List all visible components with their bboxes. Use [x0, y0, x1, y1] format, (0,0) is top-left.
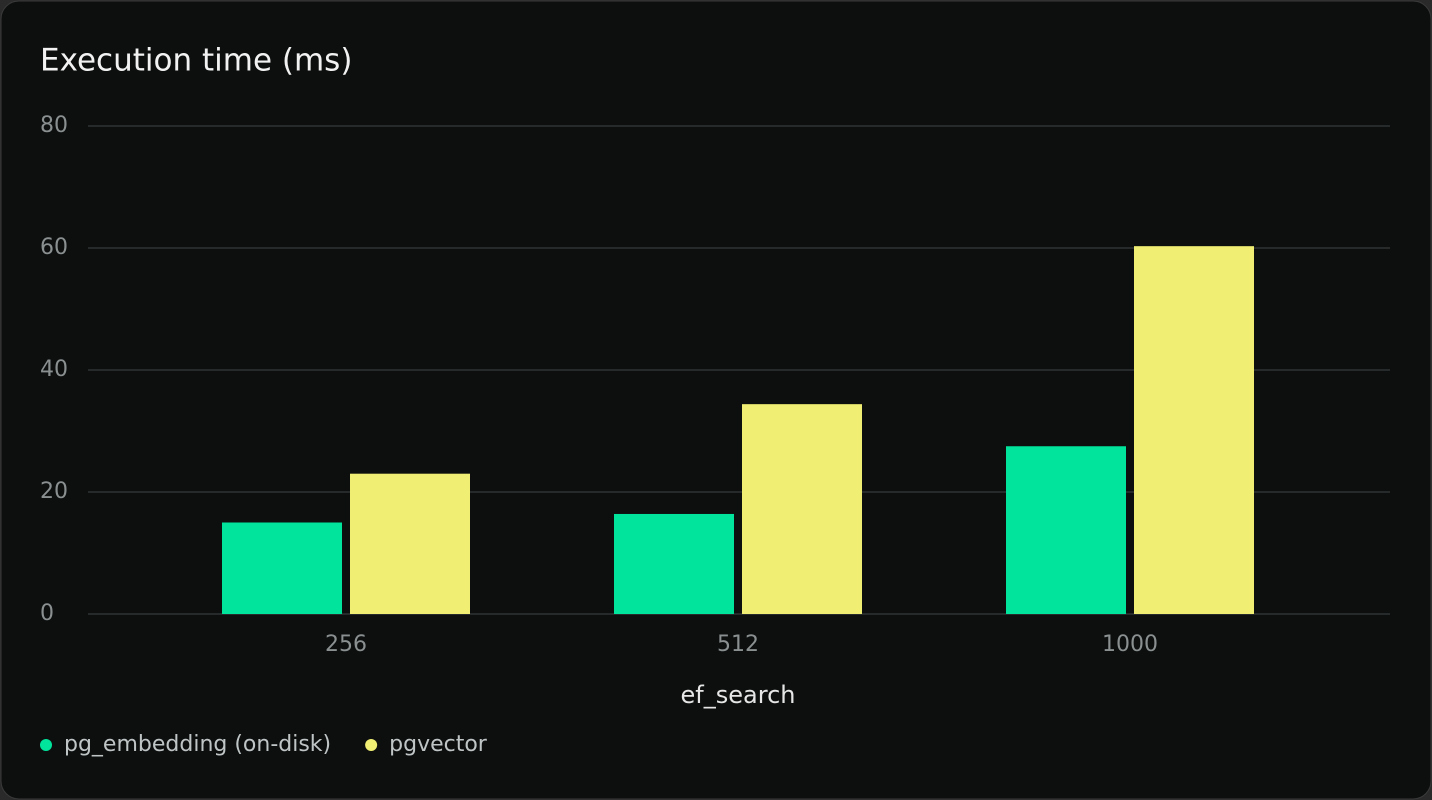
- legend-marker: [365, 739, 378, 751]
- x-axis-label: ef_search: [681, 681, 796, 709]
- bar: [742, 404, 862, 614]
- y-tick-label: 60: [40, 235, 68, 260]
- y-tick-label: 0: [40, 601, 54, 626]
- bar: [1134, 246, 1254, 615]
- bar: [614, 513, 734, 614]
- legend-label: pgvector: [389, 732, 488, 757]
- bar: [350, 473, 470, 614]
- chart-title: Execution time (ms): [40, 43, 352, 79]
- legend-marker: [40, 739, 52, 751]
- y-tick-label: 80: [40, 113, 68, 138]
- y-tick-label: 40: [40, 357, 68, 382]
- bar: [1006, 446, 1126, 614]
- x-tick-label: 1000: [1102, 632, 1158, 657]
- legend-label: pg_embedding (on-disk): [64, 732, 331, 757]
- bar: [222, 522, 342, 614]
- y-tick-label: 20: [40, 479, 68, 504]
- x-tick-label: 256: [325, 632, 367, 657]
- x-tick-label: 512: [717, 632, 759, 657]
